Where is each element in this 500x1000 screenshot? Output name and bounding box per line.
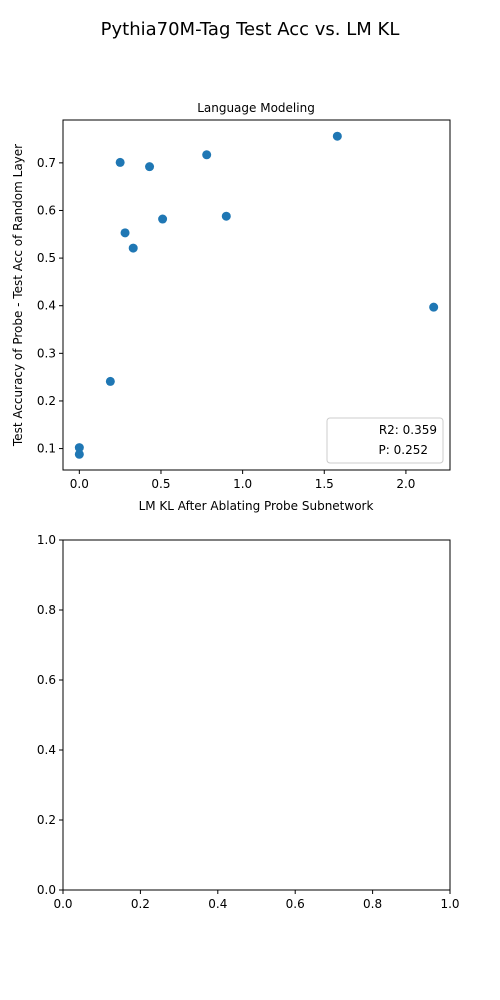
scatter-point [128,243,138,253]
x-tick-label: 0.2 [131,897,150,911]
x-tick-label: 2.0 [396,477,415,491]
y-tick-label: 0.0 [37,883,56,897]
y-axis-label: Test Accuracy of Probe - Test Acc of Ran… [11,144,25,447]
scatter-point [120,228,130,238]
y-tick-label: 0.8 [37,603,56,617]
scatter-point [74,449,84,459]
y-tick-label: 0.2 [37,394,56,408]
legend-entry-r2: R2: 0.359 [379,423,437,437]
axes-frame [62,119,451,471]
empty-axes: 0.0 0.2 0.4 0.6 0.8 1.0 0.0 0.2 0.4 0.6 0.8 1.0 [37,533,460,911]
x-tick-label: 1.0 [233,477,252,491]
y-tick-label: 0.2 [37,813,56,827]
y-tick-label: 0.1 [37,442,56,456]
y-tick-label: 0.4 [37,299,56,313]
axes-title: Language Modeling [197,101,315,115]
x-axis-ticks: 0.0 0.5 1.0 1.5 2.0 [70,470,415,491]
y-tick-label: 0.5 [37,251,56,265]
x-tick-label: 0.5 [151,477,170,491]
scatter-point [115,157,125,167]
scatter-point [429,302,439,312]
x-tick-label: 1.0 [440,897,459,911]
scatter-point [74,443,84,453]
legend-box [326,417,444,464]
y-tick-label: 0.6 [37,673,56,687]
x-axis-label: LM KL After Ablating Probe Subnetwork [139,499,374,513]
x-tick-label: 1.5 [315,477,334,491]
y-tick-label: 0.6 [37,203,56,217]
scatter-axes: Language Modeling 0.0 0.5 1.0 1.5 2.0 0.1 0.2… [11,101,451,513]
y-axis-ticks: 0.0 0.2 0.4 0.6 0.8 1.0 [37,533,63,897]
x-tick-label: 0.8 [363,897,382,911]
y-axis-ticks: 0.1 0.2 0.3 0.4 0.5 0.6 0.7 [37,156,63,456]
y-tick-label: 1.0 [37,533,56,547]
x-tick-label: 0.0 [70,477,89,491]
x-tick-label: 0.4 [208,897,227,911]
scatter-point [202,150,212,160]
axes-frame [62,539,451,891]
x-tick-label: 0.6 [286,897,305,911]
scatter-point [145,162,155,172]
scatter-point [158,214,168,224]
legend-entry-p: P: 0.252 [379,443,428,457]
scatter-points [74,131,439,459]
scatter-point [332,131,342,141]
scatter-point [221,211,231,221]
y-tick-label: 0.7 [37,156,56,170]
scatter-point [105,376,115,386]
legend: R2: 0.359 P: 0.252 [326,417,444,464]
y-tick-label: 0.4 [37,743,56,757]
x-tick-label: 0.0 [53,897,72,911]
figure-suptitle: Pythia70M-Tag Test Acc vs. LM KL [101,19,400,40]
y-tick-label: 0.3 [37,346,56,360]
x-axis-ticks: 0.0 0.2 0.4 0.6 0.8 1.0 [53,890,460,911]
